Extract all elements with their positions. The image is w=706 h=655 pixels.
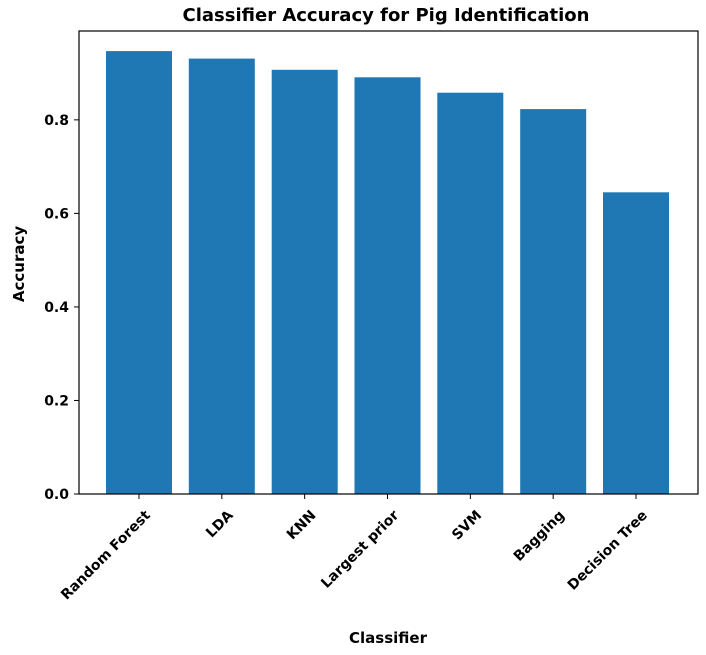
bar-lda: [188, 58, 255, 494]
plot-frame: [78, 30, 699, 495]
bar-svm: [437, 92, 504, 494]
bar-bagging: [520, 109, 587, 494]
y-tick-label: 0.6: [44, 206, 69, 222]
bar-random-forest: [106, 51, 172, 494]
bar-largest-prior: [354, 77, 421, 495]
bars-group: [106, 51, 669, 495]
x-tick-label: Decision Tree: [565, 508, 651, 594]
y-axis-ticks: 0.0 0.2 0.4 0.6 0.8: [44, 113, 79, 503]
bar-decision-tree: [603, 192, 669, 495]
y-tick-label: 0.4: [44, 300, 69, 316]
bar-knn: [271, 69, 338, 495]
y-tick-label: 0.0: [44, 487, 69, 503]
y-tick-label: 0.2: [44, 393, 69, 409]
x-axis-label: Classifier: [349, 629, 428, 647]
x-tick-label: KNN: [284, 508, 320, 544]
x-tick-label: SVM: [449, 508, 485, 544]
chart-title: Classifier Accuracy for Pig Identificati…: [183, 5, 590, 26]
x-tick-label: Bagging: [511, 508, 568, 565]
x-tick-label: LDA: [203, 507, 237, 541]
y-tick-label: 0.8: [44, 113, 69, 129]
x-tick-label: Largest prior: [318, 507, 402, 591]
x-tick-label: Random Forest: [58, 507, 154, 603]
y-axis-label: Accuracy: [10, 226, 28, 302]
